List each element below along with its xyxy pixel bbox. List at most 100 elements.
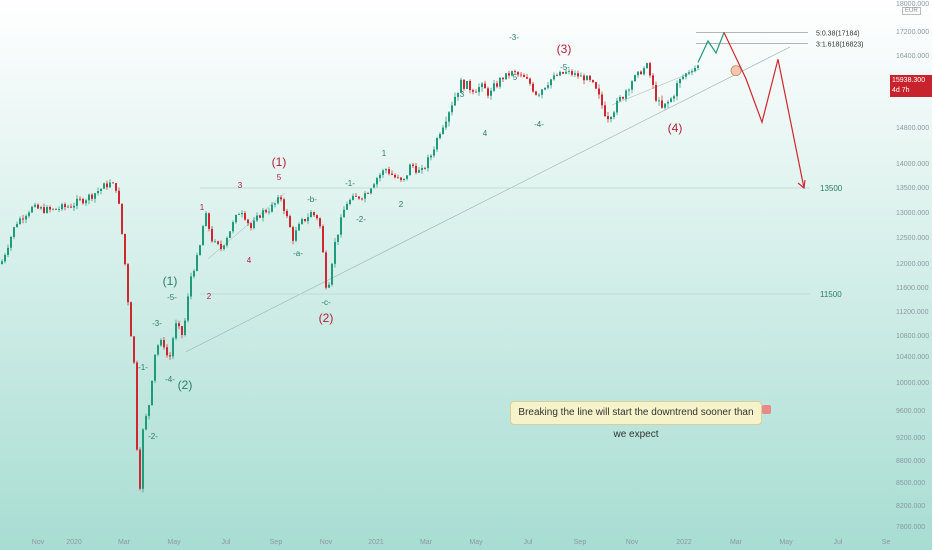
candle-body xyxy=(295,230,297,241)
candle-body xyxy=(112,182,114,184)
level-label: 11500 xyxy=(820,290,842,299)
wave-label: 5 xyxy=(513,73,518,82)
y-tick-label: 11200.000 xyxy=(896,309,929,316)
candle-body xyxy=(697,65,699,68)
candle-body xyxy=(580,75,582,77)
candle-body xyxy=(658,100,660,102)
candle-body xyxy=(496,83,498,87)
candle-body xyxy=(133,336,135,363)
candle-body xyxy=(277,197,279,204)
candle-body xyxy=(667,101,669,104)
candle-body xyxy=(25,215,27,220)
candle-body xyxy=(562,71,564,74)
candle-body xyxy=(73,205,75,208)
y-tick-label: 14000.000 xyxy=(896,161,929,168)
y-tick-label: 9200.000 xyxy=(896,435,925,442)
candle-body xyxy=(331,263,333,285)
candle-body xyxy=(163,340,165,348)
candle-body xyxy=(442,127,444,134)
y-tick-label: 10800.000 xyxy=(896,333,929,340)
candle-body xyxy=(574,73,576,75)
break-point-marker xyxy=(730,65,742,77)
candle-body xyxy=(157,345,159,355)
candles xyxy=(1,61,699,493)
candle-body xyxy=(568,71,570,72)
x-axis[interactable]: Nov 2020 Mar May Jul Sep Nov 2021 Mar May Jul Sep No… xyxy=(32,539,891,546)
candle-body xyxy=(439,133,441,139)
candle-body xyxy=(406,175,408,179)
candle-body xyxy=(250,223,252,229)
y-tick-label: 7800.000 xyxy=(896,524,925,531)
candle-body xyxy=(640,71,642,75)
candle-body xyxy=(637,71,639,76)
candle-body xyxy=(364,193,366,199)
candle-body xyxy=(259,215,261,218)
candle-body xyxy=(673,96,675,99)
wave-label: 3 xyxy=(460,90,465,99)
wave-label: -1- xyxy=(138,363,148,372)
candle-body xyxy=(274,203,276,205)
x-tick-label: 2022 xyxy=(676,539,692,546)
candle-body xyxy=(100,188,102,191)
wave-label: 4 xyxy=(247,256,252,265)
candle-body xyxy=(646,63,648,69)
candle-body xyxy=(271,204,273,212)
candle-body xyxy=(298,223,300,231)
candle-body xyxy=(583,75,585,81)
candle-body xyxy=(136,362,138,450)
candle-body xyxy=(502,77,504,80)
candle-body xyxy=(166,347,168,356)
candle-body xyxy=(22,218,24,220)
wave-label: (1) xyxy=(163,274,178,288)
y-tick-label: 11600.000 xyxy=(896,285,929,292)
y-tick-label: 18000.000 xyxy=(896,1,929,8)
x-tick-label: May xyxy=(167,539,181,546)
candle-body xyxy=(178,323,180,327)
x-tick-label: May xyxy=(469,539,483,546)
candle-body xyxy=(424,167,426,169)
candle-body xyxy=(655,84,657,101)
candle-body xyxy=(529,78,531,84)
candle-body xyxy=(268,211,270,213)
y-tick-label: 9600.000 xyxy=(896,408,925,415)
support-trendline xyxy=(185,46,791,353)
candle-body xyxy=(454,96,456,106)
candle-body xyxy=(586,75,588,81)
candle-body xyxy=(127,264,129,303)
candle-body xyxy=(427,157,429,169)
candle-body xyxy=(169,355,171,357)
candle-body xyxy=(58,209,60,210)
candle-body xyxy=(286,210,288,217)
y-tick-label: 8800.000 xyxy=(896,458,925,465)
y-tick-label: 12000.000 xyxy=(896,261,929,268)
candle-body xyxy=(319,218,321,227)
wave-label: (3) xyxy=(557,42,572,56)
note-icon[interactable] xyxy=(762,405,771,414)
candle-body xyxy=(589,75,591,80)
candle-body xyxy=(421,167,423,171)
candle-body xyxy=(691,71,693,73)
candle-body xyxy=(337,234,339,242)
candle-body xyxy=(418,170,420,173)
wave-label: (1) xyxy=(272,155,287,169)
candle-body xyxy=(76,198,78,206)
x-tick-label: Jul xyxy=(524,539,533,546)
candle-body xyxy=(175,323,177,339)
candle-body xyxy=(181,326,183,335)
candle-body xyxy=(292,227,294,241)
candle-body xyxy=(262,210,264,218)
annotation-callout[interactable]: Breaking the line will start the downtre… xyxy=(510,401,762,440)
x-tick-label: Jul xyxy=(834,539,843,546)
candle-body xyxy=(208,213,210,229)
candle-body xyxy=(238,214,240,215)
candle-body xyxy=(682,76,684,79)
x-tick-label: Sep xyxy=(270,539,283,546)
candle-body xyxy=(514,71,516,73)
candle-body xyxy=(202,226,204,246)
candle-body xyxy=(694,67,696,72)
x-tick-label: Jul xyxy=(222,539,231,546)
candle-body xyxy=(688,72,690,74)
wave-label: 4 xyxy=(483,129,488,138)
